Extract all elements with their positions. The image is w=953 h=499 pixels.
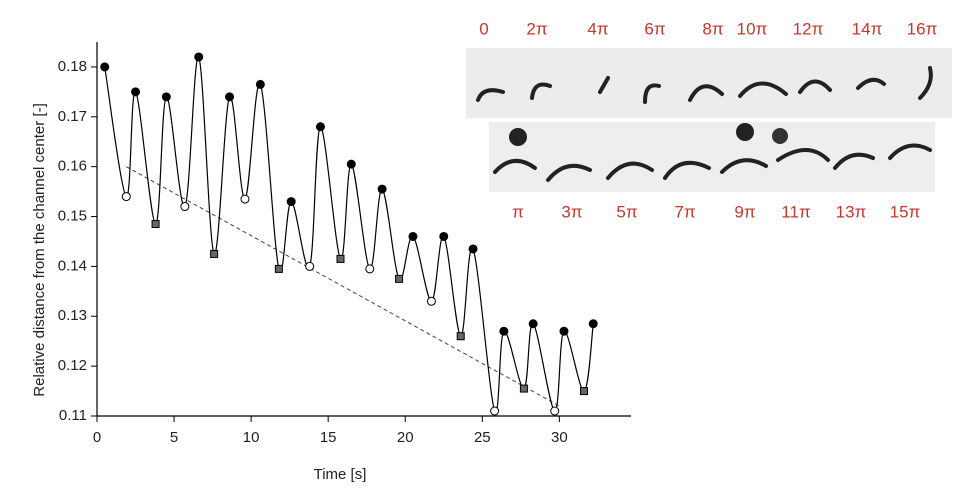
x-tick-label: 30	[551, 429, 568, 446]
marker-filled	[499, 326, 509, 336]
x-tick-label: 0	[93, 429, 101, 446]
y-tick-label: 0.17	[58, 108, 87, 125]
marker-square	[336, 254, 345, 263]
marker-filled	[100, 62, 110, 72]
inset-label: 3π	[561, 202, 582, 221]
inset-label: π	[512, 202, 524, 221]
trend-line	[126, 166, 560, 407]
y-tick-label: 0.18	[58, 58, 87, 75]
inset-label: 0	[479, 19, 488, 38]
marker-filled	[225, 92, 235, 102]
marker-open	[426, 296, 436, 306]
inset-label: 14π	[852, 19, 883, 38]
inset-label: 6π	[644, 19, 665, 38]
y-tick-label: 0.13	[58, 307, 87, 324]
x-axis-label: Time [s]	[314, 466, 367, 483]
inset-label: 12π	[793, 19, 824, 38]
inset-label: 4π	[587, 19, 608, 38]
marker-open	[240, 194, 250, 204]
inset-label: 9π	[734, 202, 755, 221]
marker-square	[274, 264, 283, 273]
marker-square	[210, 249, 219, 258]
inset-label: 2π	[526, 19, 547, 38]
marker-open	[550, 406, 560, 416]
marker-filled	[315, 122, 325, 132]
marker-open	[305, 261, 315, 271]
marker-filled	[468, 244, 478, 254]
inset-label: 15π	[890, 202, 921, 221]
inset-label: 11π	[781, 202, 810, 221]
marker-filled	[559, 326, 569, 336]
inset-label: 5π	[616, 202, 637, 221]
inset-label: 13π	[836, 202, 867, 221]
marker-filled	[377, 184, 387, 194]
inset-images	[466, 48, 952, 192]
marker-square	[519, 384, 528, 393]
y-tick-label: 0.16	[58, 158, 87, 175]
marker-square	[151, 220, 160, 229]
inset-label: 7π	[674, 202, 695, 221]
y-axis-label: Relative distance from the channel cente…	[31, 103, 48, 396]
marker-open	[121, 192, 131, 202]
y-tick-label: 0.11	[59, 407, 87, 424]
marker-filled	[194, 52, 204, 62]
marker-filled	[408, 231, 418, 241]
y-tick-label: 0.15	[58, 208, 87, 225]
marker-filled	[588, 319, 598, 329]
x-tick-label: 25	[474, 429, 491, 446]
inset-label: 16π	[907, 19, 938, 38]
inset-label: 10π	[737, 19, 768, 38]
x-tick-label: 20	[397, 429, 414, 446]
marker-filled	[439, 231, 449, 241]
marker-filled	[131, 87, 141, 97]
marker-filled	[286, 197, 296, 207]
marker-open	[365, 264, 375, 274]
inset-label: 8π	[702, 19, 723, 38]
marker-square	[395, 274, 404, 283]
y-tick-label: 0.14	[58, 257, 87, 274]
marker-filled	[528, 319, 538, 329]
x-tick-label: 15	[320, 429, 337, 446]
marker-open	[180, 202, 190, 212]
marker-filled	[346, 159, 356, 169]
marker-filled	[255, 79, 265, 89]
marker-square	[580, 387, 589, 396]
marker-square	[456, 332, 465, 341]
y-tick-label: 0.12	[58, 357, 87, 374]
marker-filled	[161, 92, 171, 102]
marker-open	[490, 406, 500, 416]
x-tick-label: 5	[170, 429, 178, 446]
x-tick-label: 10	[243, 429, 260, 446]
